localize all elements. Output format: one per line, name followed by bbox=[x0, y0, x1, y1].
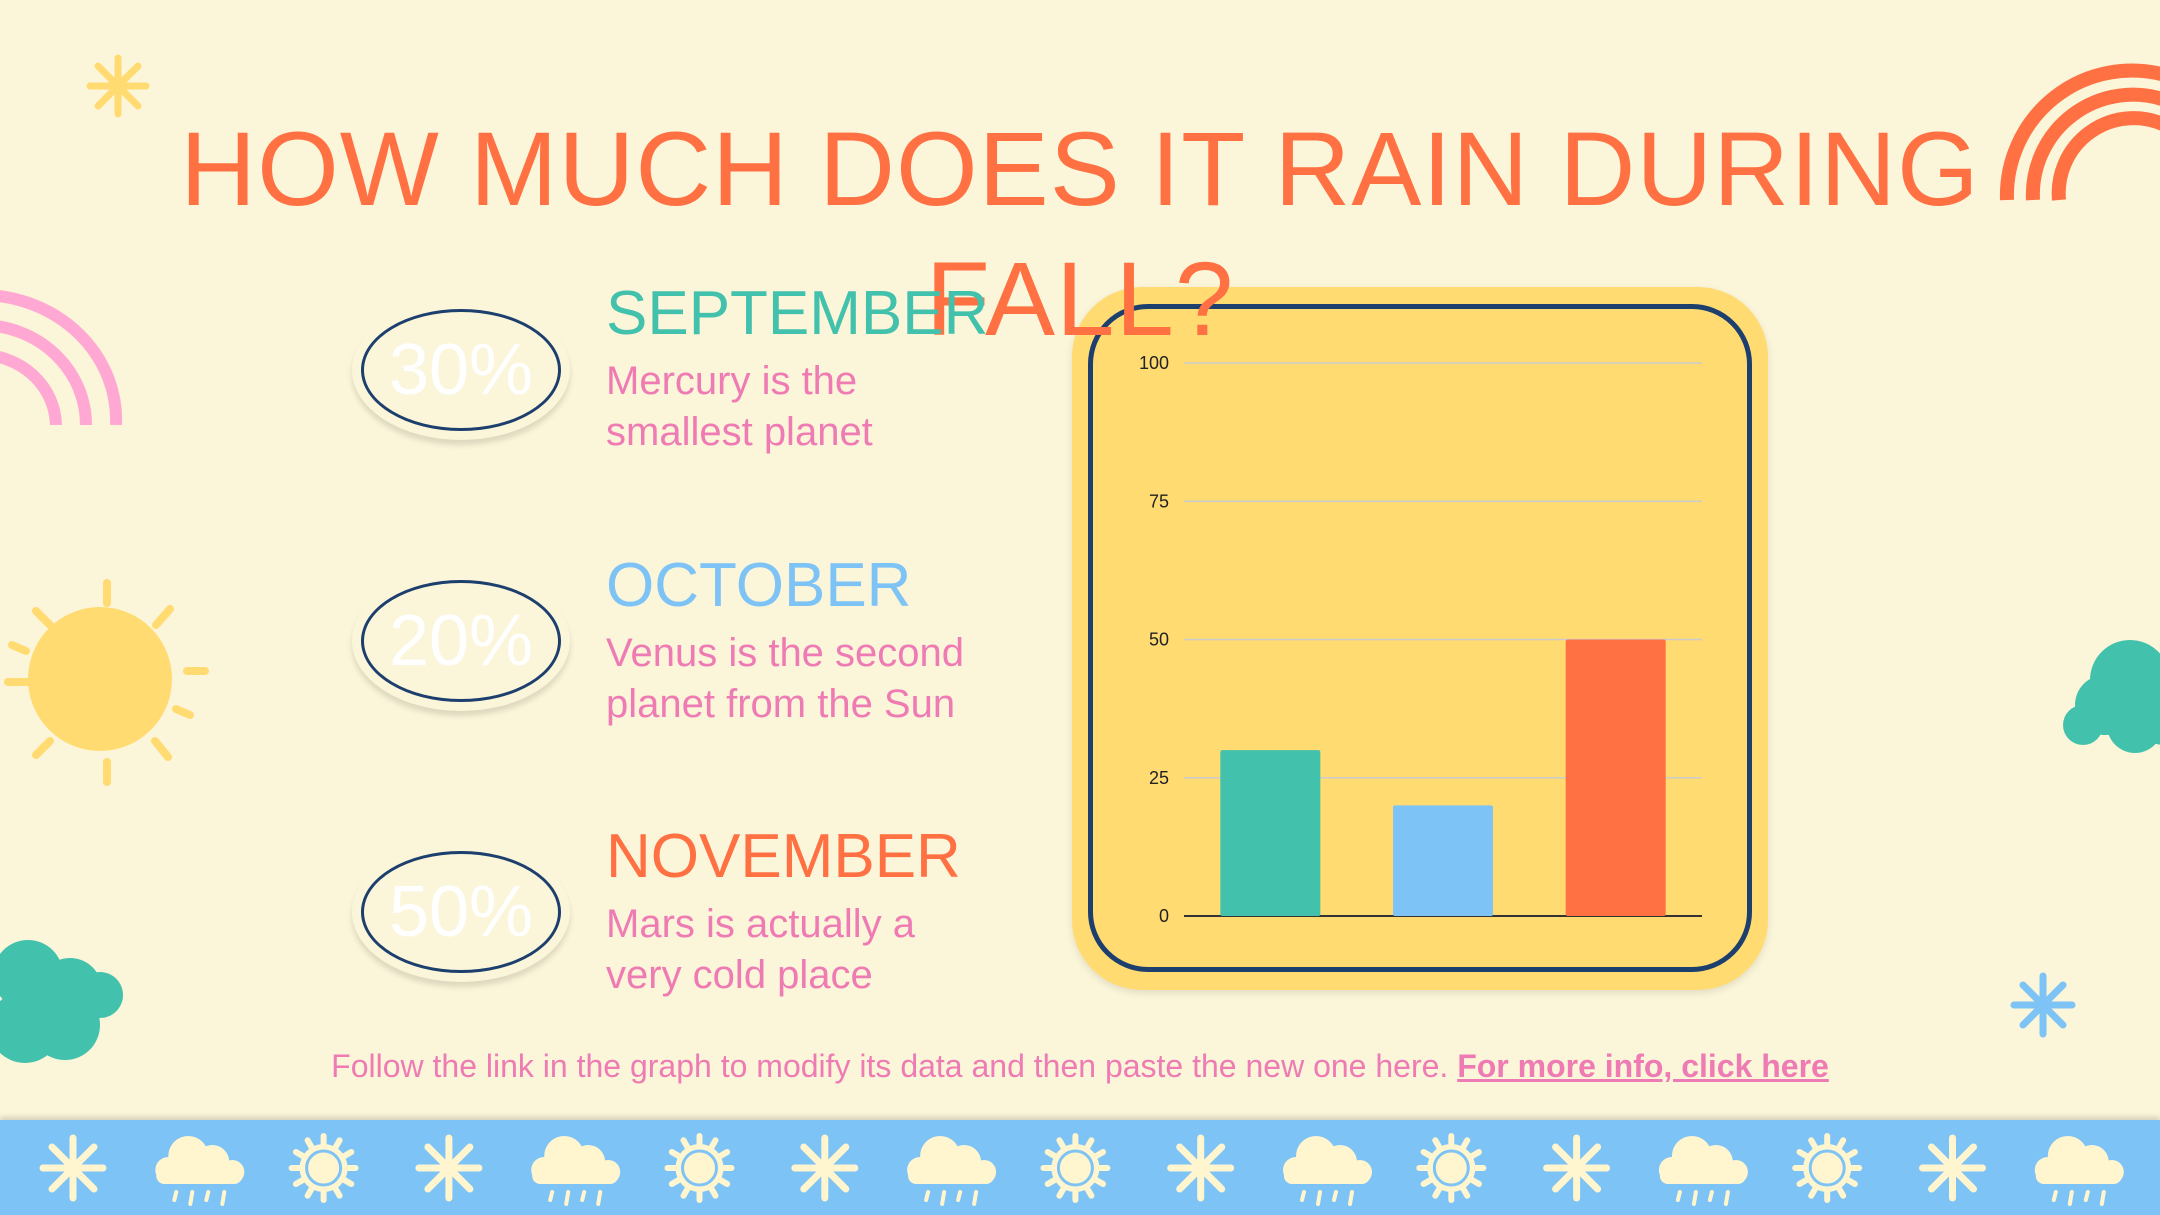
sun-icon bbox=[1792, 1133, 1863, 1203]
description-line: planet from the Sun bbox=[606, 682, 956, 726]
asterisk-star-icon bbox=[1167, 1134, 1235, 1202]
description-line: smallest planet bbox=[606, 410, 873, 454]
percent-badge-october: 20% bbox=[352, 571, 570, 711]
y-tick-label: 0 bbox=[1159, 906, 1169, 926]
sun-icon bbox=[1040, 1133, 1111, 1203]
y-tick-label: 25 bbox=[1149, 768, 1169, 788]
asterisk-star-icon bbox=[791, 1134, 859, 1202]
percent-value: 30% bbox=[388, 330, 534, 410]
asterisk-star-icon bbox=[2010, 972, 2076, 1038]
asterisk-star-icon bbox=[1543, 1134, 1611, 1202]
rain-cloud-icon bbox=[155, 1136, 245, 1206]
month-description: Mars is actually a very cold place bbox=[606, 899, 915, 1001]
y-tick-label: 50 bbox=[1149, 630, 1169, 650]
sun-icon bbox=[288, 1133, 359, 1203]
weather-pattern bbox=[39, 1133, 2124, 1206]
chart-bars bbox=[1220, 639, 1666, 917]
percent-badge-november: 50% bbox=[352, 842, 570, 982]
rainbow-icon bbox=[1999, 63, 2160, 201]
rainbow-icon bbox=[0, 290, 123, 425]
y-tick-label: 75 bbox=[1149, 491, 1169, 511]
month-heading-november: NOVEMBER bbox=[606, 822, 961, 891]
rain-cloud-icon bbox=[1658, 1136, 1748, 1206]
percent-value: 20% bbox=[388, 601, 534, 681]
footer-note: Follow the link in the graph to modify i… bbox=[330, 1046, 1830, 1086]
chart-border bbox=[1088, 304, 1752, 972]
month-description: Venus is the second planet from the Sun bbox=[606, 628, 964, 730]
sun-icon bbox=[664, 1133, 735, 1203]
bar-october[interactable] bbox=[1393, 805, 1493, 916]
asterisk-star-icon bbox=[39, 1134, 107, 1202]
rain-cloud-icon bbox=[907, 1136, 997, 1206]
month-description: Mercury is the smallest planet bbox=[606, 356, 873, 458]
sun-icon bbox=[4, 579, 209, 786]
description-line: Mercury is the bbox=[606, 359, 858, 403]
bar-november[interactable] bbox=[1565, 639, 1666, 917]
page-title: HOW MUCH DOES IT RAIN DURING FALL? bbox=[180, 111, 1980, 358]
description-line: Mars is actually a bbox=[606, 902, 915, 946]
description-line: Venus is the second bbox=[606, 631, 965, 675]
sun-icon bbox=[1416, 1133, 1487, 1203]
bar-september[interactable] bbox=[1220, 750, 1321, 916]
more-info-link[interactable]: For more info, click here bbox=[1457, 1048, 1829, 1084]
cloud-icon bbox=[2063, 640, 2160, 753]
footer-text: Follow the link in the graph to modify i… bbox=[331, 1048, 1458, 1084]
description-line: very cold place bbox=[606, 953, 873, 997]
month-heading-october: OCTOBER bbox=[606, 551, 912, 620]
percent-badge-september: 30% bbox=[352, 300, 570, 440]
cloud-icon bbox=[0, 940, 123, 1063]
y-tick-label: 100 bbox=[1139, 353, 1169, 373]
weather-pattern-band bbox=[0, 1120, 2160, 1215]
rain-cloud-icon bbox=[1283, 1136, 1372, 1206]
percent-value: 50% bbox=[388, 872, 534, 952]
bar-chart[interactable]: 0 25 50 75 100 bbox=[1088, 304, 1752, 972]
rain-cloud-icon bbox=[2034, 1136, 2124, 1206]
asterisk-star-icon bbox=[1919, 1134, 1986, 1202]
rain-cloud-icon bbox=[531, 1136, 621, 1206]
y-axis-ticks: 0 25 50 75 100 bbox=[1139, 353, 1169, 926]
asterisk-star-icon bbox=[86, 54, 150, 118]
month-heading-september: SEPTEMBER bbox=[606, 279, 989, 348]
asterisk-star-icon bbox=[415, 1134, 483, 1202]
